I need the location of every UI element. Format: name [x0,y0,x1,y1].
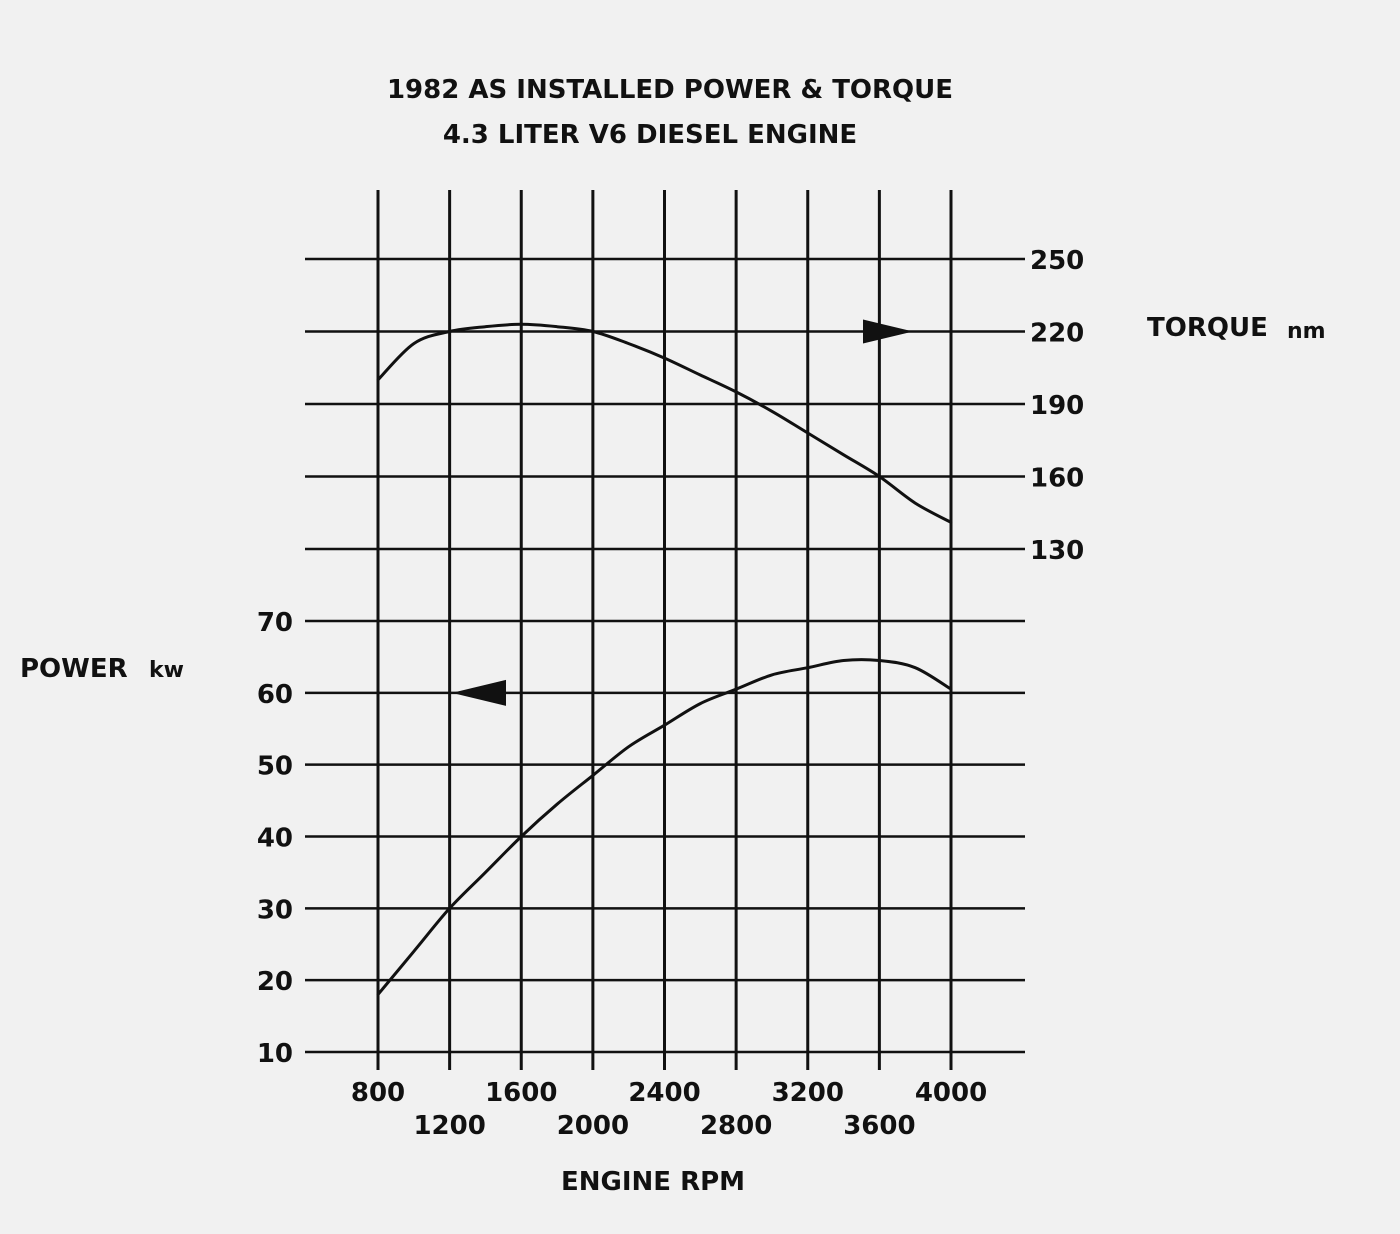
x-tick-label: 4000 [915,1078,987,1108]
x-tick-label: 3600 [843,1111,915,1141]
torque-axis-arrow-icon [863,319,913,344]
x-tick-label: 2000 [557,1111,629,1141]
y-right-tick-label: 130 [1030,536,1084,566]
x-axis-label: ENGINE RPM [561,1167,745,1197]
y-right-tick-label: 190 [1030,391,1084,421]
y-right-axis-unit: nm [1287,319,1326,344]
tick-labels: 10 20 30 40 50 60 70 130 160 190 220 250 800 1600 2400… [257,246,1084,1141]
y-right-tick-label: 220 [1030,319,1084,349]
y-left-tick-label: 70 [257,608,293,638]
y-right-tick-label: 250 [1030,246,1084,276]
x-tick-label: 1600 [485,1078,557,1108]
x-tick-label: 800 [351,1078,405,1108]
power-axis-arrow-icon [452,679,506,706]
y-left-tick-label: 60 [257,680,293,710]
x-tick-label: 2400 [628,1078,700,1108]
y-left-tick-label: 50 [257,752,293,782]
chart-title: 1982 AS INSTALLED POWER & TORQUE [387,75,953,105]
y-left-tick-label: 20 [257,967,293,997]
y-left-axis-unit: kw [149,658,184,683]
x-tick-label: 1200 [413,1111,485,1141]
x-tick-label: 3200 [772,1078,844,1108]
torque-curve [376,322,953,524]
chart-subtitle: 4.3 LITER V6 DIESEL ENGINE [443,120,857,150]
y-left-axis-label: POWER [20,654,128,684]
grid [305,190,1025,1070]
series-layer [376,319,953,996]
y-right-tick-label: 160 [1030,464,1084,494]
power-curve [376,658,953,996]
y-left-tick-label: 40 [257,824,293,854]
y-left-tick-label: 30 [257,895,293,925]
y-right-axis-label: TORQUE [1147,313,1268,343]
y-left-tick-label: 10 [257,1039,293,1069]
x-tick-label: 2800 [700,1111,772,1141]
